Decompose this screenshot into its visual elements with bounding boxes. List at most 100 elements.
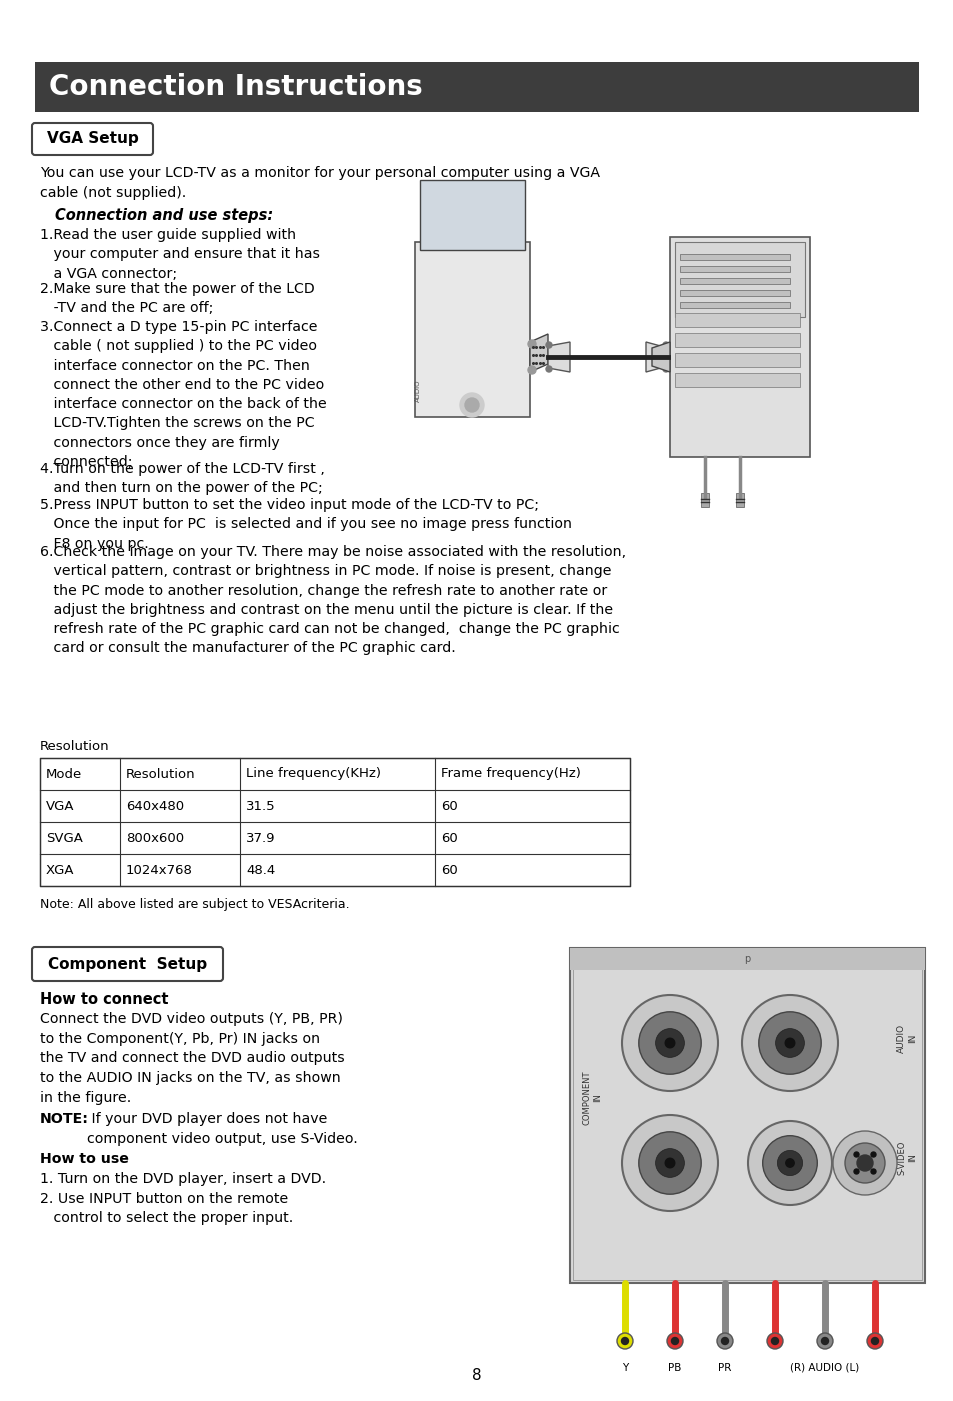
Text: 3.Connect a D type 15-pin PC interface
   cable ( not supplied ) to the PC video: 3.Connect a D type 15-pin PC interface c… <box>40 319 327 469</box>
Text: 1024x768: 1024x768 <box>126 863 193 877</box>
Text: AUDIO
IN: AUDIO IN <box>897 1024 916 1052</box>
Circle shape <box>617 1332 633 1349</box>
Circle shape <box>527 366 536 374</box>
Bar <box>669 237 809 457</box>
Bar <box>415 242 530 417</box>
Circle shape <box>816 1332 832 1349</box>
Text: Resolution: Resolution <box>126 768 195 780</box>
Bar <box>419 179 524 249</box>
Text: COMPONENT
IN: COMPONENT IN <box>581 1070 601 1125</box>
Bar <box>679 266 789 272</box>
Bar <box>675 333 800 347</box>
Circle shape <box>853 1168 858 1174</box>
Text: XGA: XGA <box>46 863 74 877</box>
Text: AUDIO: AUDIO <box>415 380 420 402</box>
Text: 37.9: 37.9 <box>246 832 275 845</box>
Bar <box>675 242 804 317</box>
Circle shape <box>664 1159 674 1168</box>
Bar <box>679 254 789 261</box>
Circle shape <box>758 1012 821 1075</box>
Circle shape <box>621 1115 718 1210</box>
Circle shape <box>662 366 668 373</box>
Bar <box>569 948 924 969</box>
Circle shape <box>832 1131 896 1195</box>
Text: VGA Setup: VGA Setup <box>47 132 138 147</box>
Text: Mode: Mode <box>46 768 82 780</box>
Circle shape <box>871 1338 878 1345</box>
Text: How to use: How to use <box>40 1152 129 1166</box>
Text: 6.Check the image on your TV. There may be noise associated with the resolution,: 6.Check the image on your TV. There may … <box>40 545 625 656</box>
Circle shape <box>720 1338 728 1345</box>
Circle shape <box>741 995 837 1091</box>
Text: 31.5: 31.5 <box>246 800 275 813</box>
Text: PR: PR <box>718 1363 731 1373</box>
Text: Frame frequency(Hz): Frame frequency(Hz) <box>440 768 580 780</box>
Circle shape <box>766 1332 782 1349</box>
Circle shape <box>775 1028 803 1058</box>
Bar <box>675 373 800 387</box>
Polygon shape <box>651 342 669 373</box>
Circle shape <box>639 1132 700 1194</box>
Circle shape <box>545 342 552 347</box>
Text: 2.Make sure that the power of the LCD
   -TV and the PC are off;: 2.Make sure that the power of the LCD -T… <box>40 282 314 315</box>
Text: Y: Y <box>621 1363 627 1373</box>
Circle shape <box>717 1332 732 1349</box>
Circle shape <box>639 1012 700 1075</box>
Text: Connection Instructions: Connection Instructions <box>49 73 422 101</box>
Text: You can use your LCD-TV as a monitor for your personal computer using a VGA
cabl: You can use your LCD-TV as a monitor for… <box>40 165 599 200</box>
Bar <box>569 948 924 1283</box>
Text: PB: PB <box>668 1363 681 1373</box>
Circle shape <box>459 394 483 417</box>
Circle shape <box>655 1028 683 1058</box>
Text: p: p <box>743 954 750 964</box>
Circle shape <box>870 1152 875 1157</box>
Text: Note: All above listed are subject to VESAcriteria.: Note: All above listed are subject to VE… <box>40 898 349 911</box>
Circle shape <box>761 1136 817 1191</box>
Circle shape <box>856 1154 872 1171</box>
Circle shape <box>662 342 668 347</box>
Bar <box>700 493 708 507</box>
Circle shape <box>844 1143 884 1182</box>
Circle shape <box>771 1338 778 1345</box>
Circle shape <box>784 1038 794 1048</box>
Text: If your DVD player does not have
component video output, use S-Video.: If your DVD player does not have compone… <box>87 1112 357 1146</box>
FancyBboxPatch shape <box>32 947 223 981</box>
Bar <box>679 290 789 296</box>
Text: 60: 60 <box>440 863 457 877</box>
Text: 4.Turn on the power of the LCD-TV first ,
   and then turn on the power of the P: 4.Turn on the power of the LCD-TV first … <box>40 462 325 496</box>
Text: 8: 8 <box>472 1367 481 1383</box>
Circle shape <box>464 398 478 412</box>
Circle shape <box>785 1159 793 1167</box>
Bar <box>679 277 789 284</box>
Text: Resolution: Resolution <box>40 740 110 752</box>
Text: SVGA: SVGA <box>46 832 83 845</box>
Bar <box>679 303 789 308</box>
Circle shape <box>866 1332 882 1349</box>
Circle shape <box>621 995 718 1091</box>
Text: Connection and use steps:: Connection and use steps: <box>55 207 273 223</box>
Bar <box>675 353 800 367</box>
Text: VGA: VGA <box>46 800 74 813</box>
Text: 60: 60 <box>440 800 457 813</box>
Bar <box>40 758 629 885</box>
Text: 1.Read the user guide supplied with
   your computer and ensure that it has
   a: 1.Read the user guide supplied with your… <box>40 228 319 280</box>
Text: 1. Turn on the DVD player, insert a DVD.
2. Use INPUT button on the remote
   co: 1. Turn on the DVD player, insert a DVD.… <box>40 1173 326 1226</box>
Circle shape <box>666 1332 682 1349</box>
Circle shape <box>655 1149 683 1177</box>
Circle shape <box>747 1121 831 1205</box>
Text: 800x600: 800x600 <box>126 832 184 845</box>
Bar <box>573 951 921 1281</box>
Bar <box>675 312 800 326</box>
FancyBboxPatch shape <box>32 123 152 156</box>
Text: How to connect: How to connect <box>40 992 169 1007</box>
Circle shape <box>664 1038 674 1048</box>
Bar <box>735 493 743 507</box>
Circle shape <box>777 1150 801 1175</box>
Bar <box>35 62 918 112</box>
Circle shape <box>853 1152 858 1157</box>
Text: Line frequency(KHz): Line frequency(KHz) <box>246 768 380 780</box>
Text: (R) AUDIO (L): (R) AUDIO (L) <box>789 1363 859 1373</box>
Text: NOTE:: NOTE: <box>40 1112 89 1126</box>
Text: Connect the DVD video outputs (Y, PB, PR)
to the Component(Y, Pb, Pr) IN jacks o: Connect the DVD video outputs (Y, PB, PR… <box>40 1012 344 1105</box>
Circle shape <box>545 366 552 373</box>
